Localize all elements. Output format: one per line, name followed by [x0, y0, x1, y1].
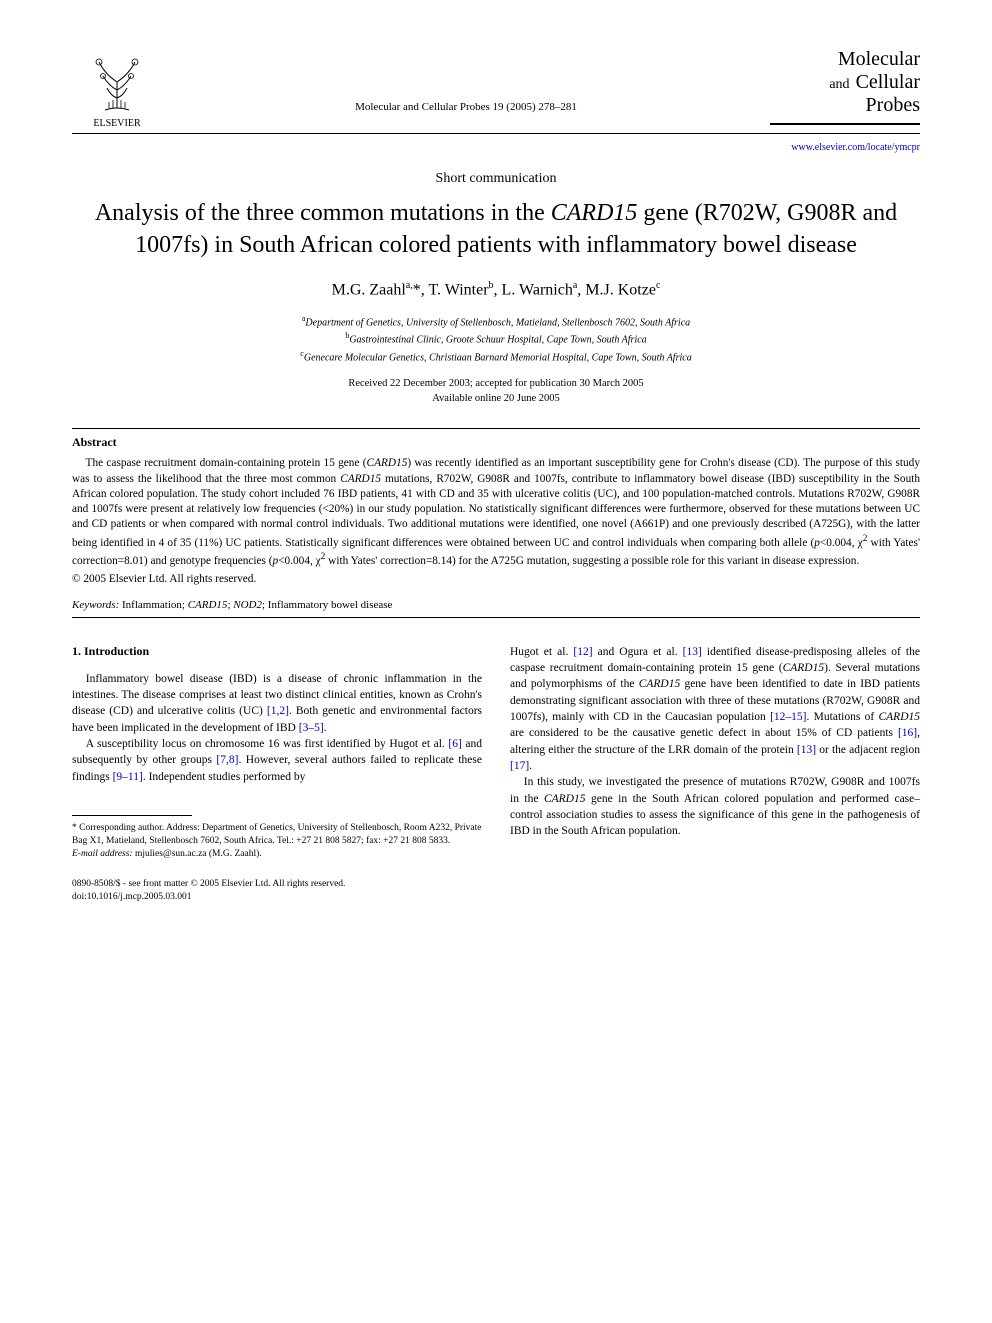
abstract-copyright: © 2005 Elsevier Ltd. All rights reserved… — [72, 573, 920, 585]
journal-logo-divider — [770, 123, 920, 125]
article-dates: Received 22 December 2003; accepted for … — [72, 377, 920, 406]
intro-p2: A susceptibility locus on chromosome 16 … — [72, 736, 482, 785]
title-pre: Analysis of the three common mutations i… — [95, 200, 551, 226]
publisher-logo: ELSEVIER — [72, 52, 162, 129]
date-received: Received 22 December 2003; accepted for … — [72, 377, 920, 392]
footnote-email-value: mjulies@sun.ac.za (M.G. Zaahl). — [133, 849, 262, 859]
journal-logo-line2: and — [829, 77, 849, 93]
affiliation-b: bGastrointestinal Clinic, Groote Schuur … — [72, 330, 920, 347]
footnote-corr: * Corresponding author. Address: Departm… — [72, 822, 482, 848]
right-p1: Hugot et al. [12] and Ogura et al. [13] … — [510, 644, 920, 775]
footer-line1: 0890-8508/$ - see front matter © 2005 El… — [72, 878, 482, 891]
title-gene: CARD15 — [551, 200, 638, 226]
date-online: Available online 20 June 2005 — [72, 392, 920, 407]
elsevier-tree-icon — [85, 52, 149, 116]
abstract-heading: Abstract — [72, 435, 920, 450]
publisher-name: ELSEVIER — [72, 118, 162, 129]
keywords-label: Keywords: — [72, 599, 119, 611]
article-title: Analysis of the three common mutations i… — [92, 197, 900, 262]
journal-url[interactable]: www.elsevier.com/locate/ymcpr — [72, 142, 920, 153]
page-footer: 0890-8508/$ - see front matter © 2005 El… — [72, 878, 482, 904]
footnote-separator — [72, 815, 192, 816]
keywords-items: Inflammation; CARD15; NOD2; Inflammatory… — [119, 599, 392, 611]
affiliations: aDepartment of Genetics, University of S… — [72, 313, 920, 365]
aff-text: Genecare Molecular Genetics, Christiaan … — [304, 352, 692, 363]
journal-logo-line3: Cellular — [856, 71, 920, 93]
affiliation-a: aDepartment of Genetics, University of S… — [72, 313, 920, 330]
journal-citation: Molecular and Cellular Probes 19 (2005) … — [162, 101, 770, 129]
corresponding-footnote: * Corresponding author. Address: Departm… — [72, 822, 482, 860]
intro-text: Inflammatory bowel disease (IBD) is a di… — [72, 671, 482, 785]
authors: M.G. Zaahla,*, T. Winterb, L. Warnicha, … — [72, 280, 920, 299]
journal-logo: Molecular and Cellular Probes — [770, 48, 920, 129]
aff-text: Department of Genetics, University of St… — [305, 317, 690, 328]
aff-text: Gastrointestinal Clinic, Groote Schuur H… — [349, 335, 646, 346]
abstract-block: Abstract The caspase recruitment domain-… — [72, 435, 920, 584]
right-column: Hugot et al. [12] and Ogura et al. [13] … — [510, 644, 920, 904]
right-text: Hugot et al. [12] and Ogura et al. [13] … — [510, 644, 920, 840]
section-heading-intro: 1. Introduction — [72, 644, 482, 659]
right-p2: In this study, we investigated the prese… — [510, 774, 920, 839]
rule-top — [72, 428, 920, 429]
intro-p1: Inflammatory bowel disease (IBD) is a di… — [72, 671, 482, 736]
article-type: Short communication — [72, 171, 920, 187]
affiliation-c: cGenecare Molecular Genetics, Christiaan… — [72, 348, 920, 365]
journal-url-text: www.elsevier.com/locate/ymcpr — [791, 142, 920, 153]
footnote-email-label: E-mail address: — [72, 849, 133, 859]
body-columns: 1. Introduction Inflammatory bowel disea… — [72, 644, 920, 904]
journal-logo-line4: Probes — [770, 94, 920, 117]
footer-doi: doi:10.1016/j.mcp.2005.03.001 — [72, 891, 482, 904]
keywords: Keywords: Inflammation; CARD15; NOD2; In… — [72, 599, 920, 611]
page-header: ELSEVIER Molecular and Cellular Probes 1… — [72, 48, 920, 134]
left-column: 1. Introduction Inflammatory bowel disea… — [72, 644, 482, 904]
journal-logo-line1: Molecular — [770, 48, 920, 71]
rule-bottom — [72, 617, 920, 618]
abstract-text: The caspase recruitment domain-containin… — [72, 456, 920, 568]
